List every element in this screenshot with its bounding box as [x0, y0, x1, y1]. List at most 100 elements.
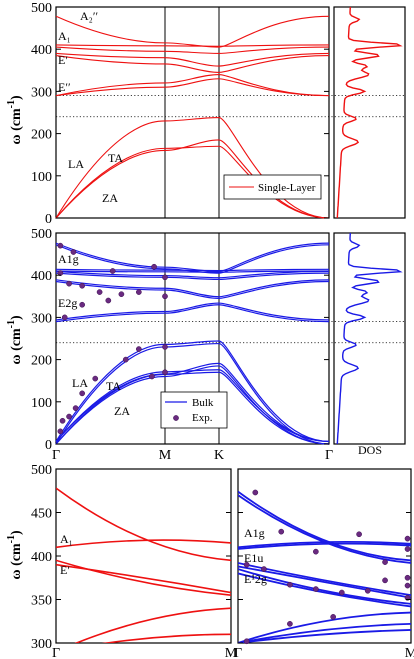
- mode-label: LA: [72, 376, 88, 390]
- dispersion-branch: [55, 117, 330, 219]
- experimental-points: [57, 242, 411, 645]
- mode-label: E2g: [58, 296, 77, 310]
- exp-point: [57, 428, 64, 435]
- exp-point: [72, 405, 79, 411]
- exp-point: [105, 297, 112, 304]
- dispersion-branch: [55, 304, 330, 323]
- dispersion-branch: [238, 542, 411, 550]
- exp-point: [61, 314, 68, 321]
- x-tick-label: Γ: [234, 646, 242, 659]
- exp-point: [243, 561, 250, 568]
- y-tick-label: 300: [31, 85, 52, 100]
- mode-label: TA: [108, 151, 123, 165]
- mode-label: A1g: [244, 526, 265, 540]
- dos-label: DOS: [358, 443, 382, 457]
- dispersion-branch: [238, 562, 411, 597]
- dispersion-branch: [55, 270, 330, 273]
- exp-point: [92, 375, 99, 382]
- exp-point: [313, 548, 319, 555]
- dispersion-branch: [55, 272, 330, 281]
- dispersion-branch: [238, 572, 411, 608]
- dispersion-branch: [55, 342, 330, 445]
- x-tick-label: Γ: [52, 646, 60, 659]
- dispersion-branch: [238, 490, 411, 562]
- exp-point: [70, 249, 77, 255]
- y-tick-label: 500: [31, 1, 52, 16]
- y-tick-label: 100: [31, 170, 52, 185]
- panel-frames: [55, 6, 412, 644]
- frame-bottom-left: [55, 468, 232, 644]
- mode-label: LA: [68, 157, 84, 171]
- mode-label: TA: [106, 379, 121, 393]
- exp-point: [404, 574, 411, 581]
- exp-point: [66, 413, 72, 420]
- x-tick-label: Γ: [52, 448, 60, 463]
- exp-point: [96, 289, 103, 295]
- y-tick-label: 400: [31, 550, 52, 565]
- exp-point: [162, 344, 168, 350]
- exp-point: [338, 589, 345, 596]
- dispersion-branch: [55, 371, 330, 445]
- dispersion-branch: [55, 52, 330, 67]
- y-tick-label: 200: [31, 354, 52, 369]
- exp-point: [57, 242, 64, 249]
- y-tick-label: 0: [45, 438, 52, 453]
- y-tick-label: 400: [31, 269, 52, 284]
- mode-label: ZA: [114, 404, 130, 418]
- frame-top: [55, 6, 330, 219]
- mode-label: E1u: [244, 551, 263, 565]
- y-tick-label: 0: [45, 212, 52, 227]
- mode-label: A₁: [58, 29, 71, 43]
- dispersion-branch: [55, 242, 330, 273]
- y-tick-label: 300: [31, 311, 52, 326]
- ylabel-bottom: ω (cm-1): [6, 530, 24, 580]
- dispersion-branch: [55, 279, 330, 298]
- dispersion-branch: [55, 365, 330, 445]
- exp-point: [79, 301, 86, 308]
- exp-point: [66, 280, 72, 287]
- exp-point: [118, 291, 125, 298]
- dispersion-branch: [55, 78, 330, 97]
- dispersion-branch: [101, 633, 231, 643]
- dispersion-branch: [56, 487, 231, 562]
- exp-point: [382, 559, 388, 565]
- exp-point: [162, 274, 168, 281]
- exp-point: [287, 621, 293, 627]
- dispersion-curves: [55, 15, 411, 643]
- dispersion-branch: [238, 629, 411, 643]
- x-tick-label: M: [225, 646, 238, 659]
- dos-curve: [336, 232, 403, 445]
- exp-point: [243, 638, 250, 645]
- axis-ticks: [56, 6, 411, 644]
- dispersion-branch: [56, 563, 231, 594]
- axis-labels: 0100200300400500010020030040050030035040…: [31, 1, 414, 659]
- dispersion-branch: [55, 44, 330, 47]
- x-tick-label: Γ: [325, 448, 333, 463]
- exp-point: [252, 489, 259, 496]
- dos-curves: [336, 6, 403, 445]
- legend-bulk: Bulk Exp.: [160, 391, 228, 429]
- dispersion-branch: [55, 362, 330, 443]
- exp-point: [287, 581, 293, 588]
- mode-label: ZA: [102, 191, 118, 205]
- exp-point: [404, 535, 411, 542]
- ylabel-top: ω (cm-1): [6, 95, 24, 145]
- dispersion-branch: [55, 73, 330, 97]
- exp-point: [278, 528, 285, 535]
- x-tick-label: M: [159, 448, 172, 463]
- legend-single-layer-label: Single-Layer: [258, 182, 316, 194]
- dispersion-branch: [238, 611, 411, 643]
- mode-label: A1g: [58, 252, 79, 266]
- x-tick-label: K: [214, 448, 224, 463]
- exp-point: [122, 356, 129, 363]
- exp-point: [135, 346, 142, 352]
- mode-label: E′′: [58, 80, 71, 94]
- exp-point: [382, 577, 388, 584]
- y-tick-label: 200: [31, 128, 52, 143]
- exp-point: [404, 582, 411, 589]
- exp-point: [149, 373, 155, 380]
- exp-point: [79, 282, 86, 289]
- dispersion-branch: [56, 559, 231, 596]
- dispersion-branch: [74, 607, 231, 643]
- y-tick-label: 500: [31, 463, 52, 478]
